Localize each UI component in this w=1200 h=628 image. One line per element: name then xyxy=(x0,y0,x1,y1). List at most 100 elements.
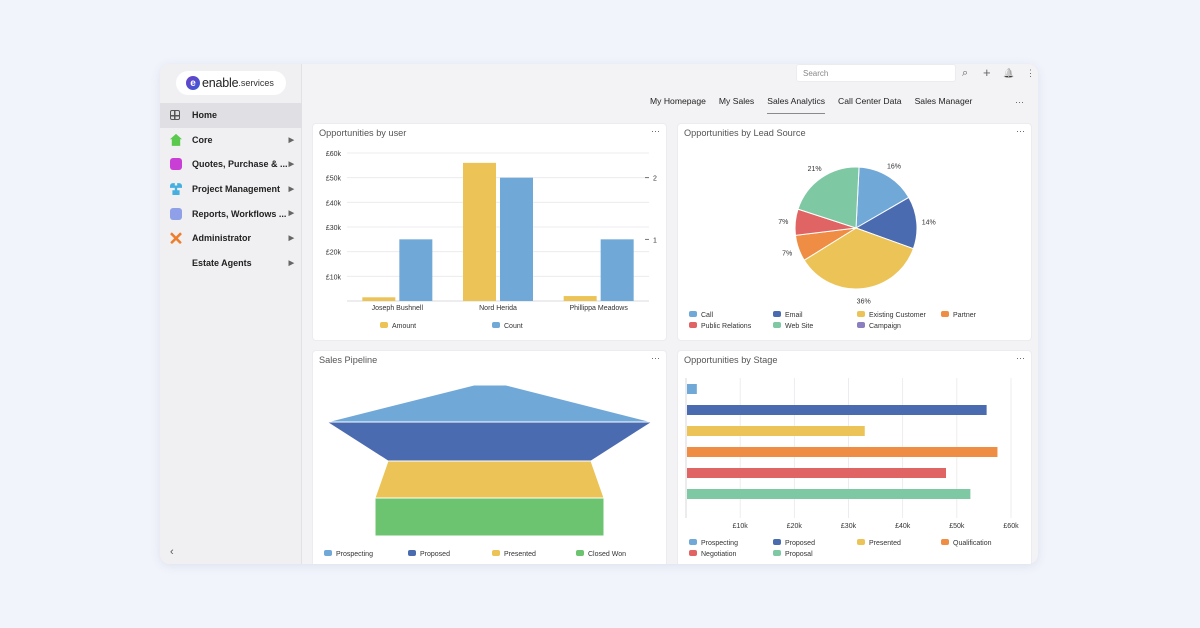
legend-partner[interactable]: Partner xyxy=(941,311,977,319)
y-tick-label: £60k xyxy=(326,151,342,158)
legend-qualification[interactable]: Qualification xyxy=(941,539,992,547)
tabs-more-icon[interactable]: ··· xyxy=(1015,97,1024,107)
legend-negotiation[interactable]: Negotiation xyxy=(689,550,737,558)
legend-presented[interactable]: Presented xyxy=(492,550,536,558)
legend-email[interactable]: Email xyxy=(773,311,803,319)
legend-label: Presented xyxy=(504,551,536,558)
collapse-sidebar-icon[interactable]: ‹ xyxy=(170,546,174,558)
x-tick-label: £60k xyxy=(1003,523,1019,530)
chevron-right-icon: ▶ xyxy=(288,234,294,242)
tab-sales-manager[interactable]: Sales Manager xyxy=(914,96,973,106)
house-icon xyxy=(170,133,182,146)
search-input[interactable]: Search xyxy=(796,64,956,82)
bar-count[interactable] xyxy=(500,177,533,301)
legend-closed-won[interactable]: Closed Won xyxy=(576,550,626,558)
sidebar-item-label: Administrator xyxy=(192,233,252,244)
search-icon[interactable]: ⌕ xyxy=(962,67,969,79)
legend-swatch xyxy=(941,311,949,317)
legend-call[interactable]: Call xyxy=(689,311,714,319)
x-tick-label: £20k xyxy=(787,523,803,530)
legend-web-site[interactable]: Web Site xyxy=(773,322,813,330)
pie-data-label: 14% xyxy=(922,219,936,226)
chevron-right-icon: ▶ xyxy=(288,185,294,193)
tab-my-homepage[interactable]: My Homepage xyxy=(650,96,706,106)
bar-amount[interactable] xyxy=(463,162,496,301)
legend-existing-customer[interactable]: Existing Customer xyxy=(857,311,926,319)
funnel-stage-proposed[interactable] xyxy=(325,421,654,462)
logo[interactable]: e enable .services xyxy=(176,71,286,95)
sidebar-item-project-management[interactable]: Project Management ▶ xyxy=(160,177,302,202)
legend-count[interactable]: Count xyxy=(492,322,523,330)
sidebar-item-label: Project Management xyxy=(192,184,281,195)
bar-presented[interactable] xyxy=(687,426,865,436)
y-tick-label: £40k xyxy=(326,200,342,207)
legend-label: Email xyxy=(785,312,803,319)
legend-proposed[interactable]: Proposed xyxy=(773,539,815,547)
funnel-stage-closed-won[interactable] xyxy=(374,497,605,537)
pie-slice-call[interactable] xyxy=(855,166,910,229)
tab-sales-analytics[interactable]: Sales Analytics xyxy=(767,96,826,114)
legend-prospecting[interactable]: Prospecting xyxy=(689,539,738,547)
sidebar-item-quotes-purchase[interactable]: Quotes, Purchase & ... ▶ xyxy=(160,152,302,177)
bar-amount[interactable] xyxy=(362,297,396,301)
sidebar-item-estate-agents[interactable]: Estate Agents ▶ xyxy=(160,251,302,276)
legend-swatch xyxy=(857,322,865,328)
legend-campaign[interactable]: Campaign xyxy=(857,322,901,330)
card-more-icon[interactable]: ··· xyxy=(651,353,660,363)
chevron-right-icon: ▶ xyxy=(288,161,294,169)
legend-swatch xyxy=(492,322,500,328)
legend-label: Proposed xyxy=(785,540,815,547)
bell-icon[interactable]: 🔔 xyxy=(1003,68,1015,78)
bar-count[interactable] xyxy=(399,239,433,301)
tab-call-center-data[interactable]: Call Center Data xyxy=(838,96,902,106)
legend-label: Negotiation xyxy=(701,551,737,558)
kebab-menu-icon[interactable]: ⋮ xyxy=(1026,68,1035,78)
legend-swatch xyxy=(941,539,949,545)
bar-amount[interactable] xyxy=(563,296,597,301)
card-more-icon[interactable]: ··· xyxy=(1016,353,1025,363)
legend-label: Campaign xyxy=(869,323,901,330)
legend-proposed[interactable]: Proposed xyxy=(408,550,450,558)
sidebar-item-home[interactable]: Home xyxy=(160,103,302,128)
bar-count[interactable] xyxy=(600,239,634,301)
funnel-stage-prospecting[interactable] xyxy=(326,384,653,423)
add-icon[interactable]: + xyxy=(983,65,991,80)
sidebar-item-label: Core xyxy=(192,134,213,145)
legend-prospecting[interactable]: Prospecting xyxy=(324,550,373,558)
legend-label: Count xyxy=(504,323,523,330)
sidebar-item-administrator[interactable]: Administrator ▶ xyxy=(160,226,302,251)
bar-proposed[interactable] xyxy=(687,405,987,415)
card-more-icon[interactable]: ··· xyxy=(651,126,660,136)
pie-slice-existing-customer[interactable] xyxy=(803,227,915,290)
bar-qualification[interactable] xyxy=(687,447,998,457)
legend-public-relations[interactable]: Public Relations xyxy=(689,322,752,330)
tab-my-sales[interactable]: My Sales xyxy=(718,96,755,106)
legend-swatch xyxy=(689,311,697,317)
pie-slice-web-site[interactable] xyxy=(797,166,860,229)
bar-proposal[interactable] xyxy=(687,489,971,499)
opportunities-by-stage-chart: £10k £20k £30k £40k £50k £60k Prospecting Propo… xyxy=(685,378,1019,558)
bar-prospecting[interactable] xyxy=(687,384,697,394)
legend-presented[interactable]: Presented xyxy=(857,539,901,547)
bar-negotiation[interactable] xyxy=(687,468,946,478)
funnel-stage-presented[interactable] xyxy=(374,460,605,499)
chevron-right-icon: ▶ xyxy=(288,259,294,267)
card-more-icon[interactable]: ··· xyxy=(1016,126,1025,136)
sidebar-item-label: Reports, Workflows ... xyxy=(192,208,287,219)
card-title: Opportunities by Stage xyxy=(684,355,778,365)
sidebar-item-core[interactable]: Core ▶ xyxy=(160,128,302,153)
x-category-label: Phillippa Meadows xyxy=(569,305,628,312)
legend-swatch xyxy=(689,539,697,545)
pie-slice-email[interactable] xyxy=(854,196,918,250)
sidebar-nav: Home Core ▶ Quotes, Purchase & ... ▶ Project … xyxy=(160,103,302,275)
legend-label: Proposed xyxy=(420,551,450,558)
logo-sub: .services xyxy=(238,78,274,88)
legend-amount[interactable]: Amount xyxy=(380,322,416,330)
chevron-right-icon: ▶ xyxy=(288,136,294,144)
card-sales-pipeline: Sales Pipeline ··· Prospecting Proposed Pr… xyxy=(312,350,667,564)
legend-proposal[interactable]: Proposal xyxy=(773,550,813,558)
sidebar-item-reports-workflows[interactable]: Reports, Workflows ... ▶ xyxy=(160,201,302,226)
legend-label: Prospecting xyxy=(701,540,738,547)
x-tick-label: £50k xyxy=(949,523,965,530)
legend-label: Closed Won xyxy=(588,551,626,558)
